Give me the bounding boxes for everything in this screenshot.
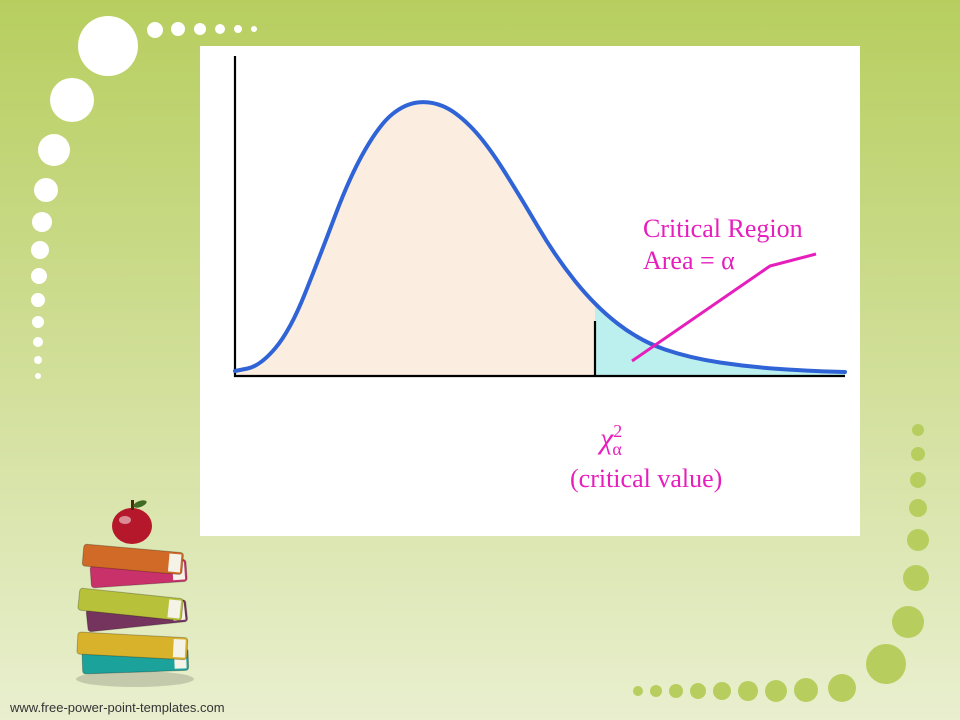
book-stack-icon	[70, 492, 200, 687]
chart-panel: Critical Region Area = α χ2α (critical v…	[200, 46, 860, 536]
slide-root: Critical Region Area = α χ2α (critical v…	[0, 0, 960, 720]
critical-region-label-line2: Area = α	[643, 246, 735, 276]
chi-square-distribution-chart	[200, 46, 860, 536]
critical-value-label: (critical value)	[570, 464, 722, 494]
critical-region-label-line1: Critical Region	[643, 214, 803, 244]
critical-value-symbol: χ2α	[600, 421, 622, 460]
footer-url: www.free-power-point-templates.com	[10, 700, 225, 715]
